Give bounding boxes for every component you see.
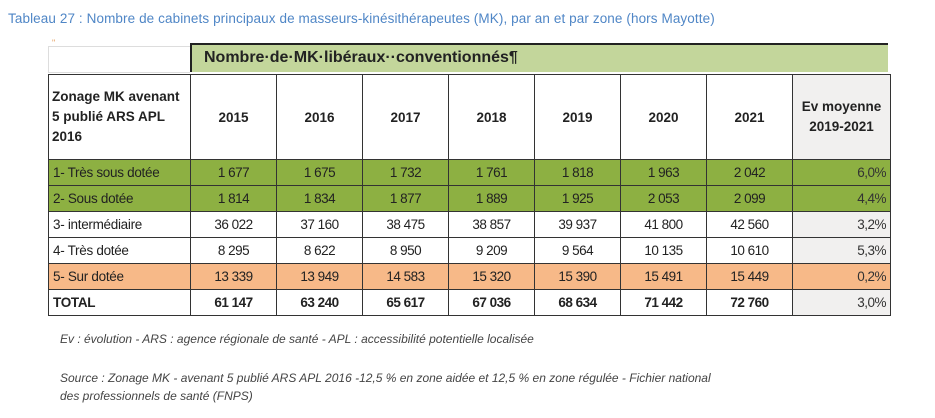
zone-label: 1- Très sous dotée <box>48 159 191 186</box>
value-cell: 1 818 <box>534 159 621 186</box>
value-cell: 72 760 <box>706 289 793 316</box>
abbreviations-note: Ev : évolution - ARS : agence régionale … <box>60 332 534 346</box>
value-cell: 13 949 <box>276 263 363 290</box>
zone-label: 5- Sur dotée <box>48 263 191 290</box>
year-header: 2015 <box>190 74 277 160</box>
value-cell: 39 937 <box>534 211 621 238</box>
table-row: TOTAL 61 147 63 240 65 617 67 036 68 634 71 44… <box>48 289 891 316</box>
value-cell: 63 240 <box>276 289 363 316</box>
ev-cell: 3,2% <box>792 211 891 238</box>
table-row: 4- Très dotée 8 295 8 622 8 950 9 209 9 564 10… <box>48 237 891 264</box>
value-cell: 1 814 <box>190 185 277 212</box>
header-row: Zonage MK avenant 5 publié ARS APL 2016 … <box>48 74 891 160</box>
year-header: 2019 <box>534 74 621 160</box>
value-cell: 15 491 <box>620 263 707 290</box>
source-note-continued: des professionnels de santé (FNPS) <box>60 389 253 403</box>
ev-cell: 0,2% <box>792 263 891 290</box>
value-cell: 1 677 <box>190 159 277 186</box>
year-header: 2020 <box>620 74 707 160</box>
year-header: 2021 <box>706 74 793 160</box>
ev-cell: 5,3% <box>792 237 891 264</box>
value-cell: 10 135 <box>620 237 707 264</box>
value-cell: 65 617 <box>362 289 449 316</box>
zone-label: 2- Sous dotée <box>48 185 191 212</box>
source-note: Source : Zonage MK - avenant 5 publié AR… <box>60 371 711 385</box>
ev-header: Ev moyenne 2019-2021 <box>792 74 891 160</box>
value-cell: 37 160 <box>276 211 363 238</box>
value-cell: 15 320 <box>448 263 535 290</box>
value-cell: 1 877 <box>362 185 449 212</box>
value-cell: 71 442 <box>620 289 707 316</box>
paragraph-mark: " <box>52 38 56 48</box>
value-cell: 15 449 <box>706 263 793 290</box>
value-cell: 9 564 <box>534 237 621 264</box>
zone-label: 3- intermédiaire <box>48 211 191 238</box>
year-header: 2016 <box>276 74 363 160</box>
value-cell: 10 610 <box>706 237 793 264</box>
year-header: 2018 <box>448 74 535 160</box>
blank-corner-cell <box>48 46 190 73</box>
ev-cell: 4,4% <box>792 185 891 212</box>
value-cell: 42 560 <box>706 211 793 238</box>
table-row: 5- Sur dotée 13 339 13 949 14 583 15 320 15 3… <box>48 263 891 290</box>
table-group-header: Nombre·de·MK·libéraux··conventionnés¶ <box>190 43 888 72</box>
table-row: 1- Très sous dotée 1 677 1 675 1 732 1 761 1 … <box>48 159 891 186</box>
table-row: 3- intermédiaire 36 022 37 160 38 475 38 857… <box>48 211 891 238</box>
value-cell: 38 857 <box>448 211 535 238</box>
value-cell: 1 675 <box>276 159 363 186</box>
value-cell: 1 732 <box>362 159 449 186</box>
value-cell: 8 622 <box>276 237 363 264</box>
ev-cell: 6,0% <box>792 159 891 186</box>
zone-label: TOTAL <box>48 289 191 316</box>
value-cell: 41 800 <box>620 211 707 238</box>
value-cell: 2 042 <box>706 159 793 186</box>
value-cell: 13 339 <box>190 263 277 290</box>
value-cell: 38 475 <box>362 211 449 238</box>
value-cell: 61 147 <box>190 289 277 316</box>
value-cell: 1 761 <box>448 159 535 186</box>
table-caption: Tableau 27 : Nombre de cabinets principa… <box>8 11 715 26</box>
table-row: 2- Sous dotée 1 814 1 834 1 877 1 889 1 925 2 … <box>48 185 891 212</box>
value-cell: 8 950 <box>362 237 449 264</box>
value-cell: 9 209 <box>448 237 535 264</box>
value-cell: 1 889 <box>448 185 535 212</box>
value-cell: 67 036 <box>448 289 535 316</box>
value-cell: 36 022 <box>190 211 277 238</box>
value-cell: 8 295 <box>190 237 277 264</box>
value-cell: 68 634 <box>534 289 621 316</box>
value-cell: 2 053 <box>620 185 707 212</box>
value-cell: 14 583 <box>362 263 449 290</box>
zone-header: Zonage MK avenant 5 publié ARS APL 2016 <box>48 74 191 160</box>
ev-cell: 3,0% <box>792 289 891 316</box>
data-table: Zonage MK avenant 5 publié ARS APL 2016 … <box>48 74 891 316</box>
value-cell: 1 963 <box>620 159 707 186</box>
value-cell: 2 099 <box>706 185 793 212</box>
value-cell: 1 834 <box>276 185 363 212</box>
value-cell: 15 390 <box>534 263 621 290</box>
value-cell: 1 925 <box>534 185 621 212</box>
year-header: 2017 <box>362 74 449 160</box>
zone-label: 4- Très dotée <box>48 237 191 264</box>
